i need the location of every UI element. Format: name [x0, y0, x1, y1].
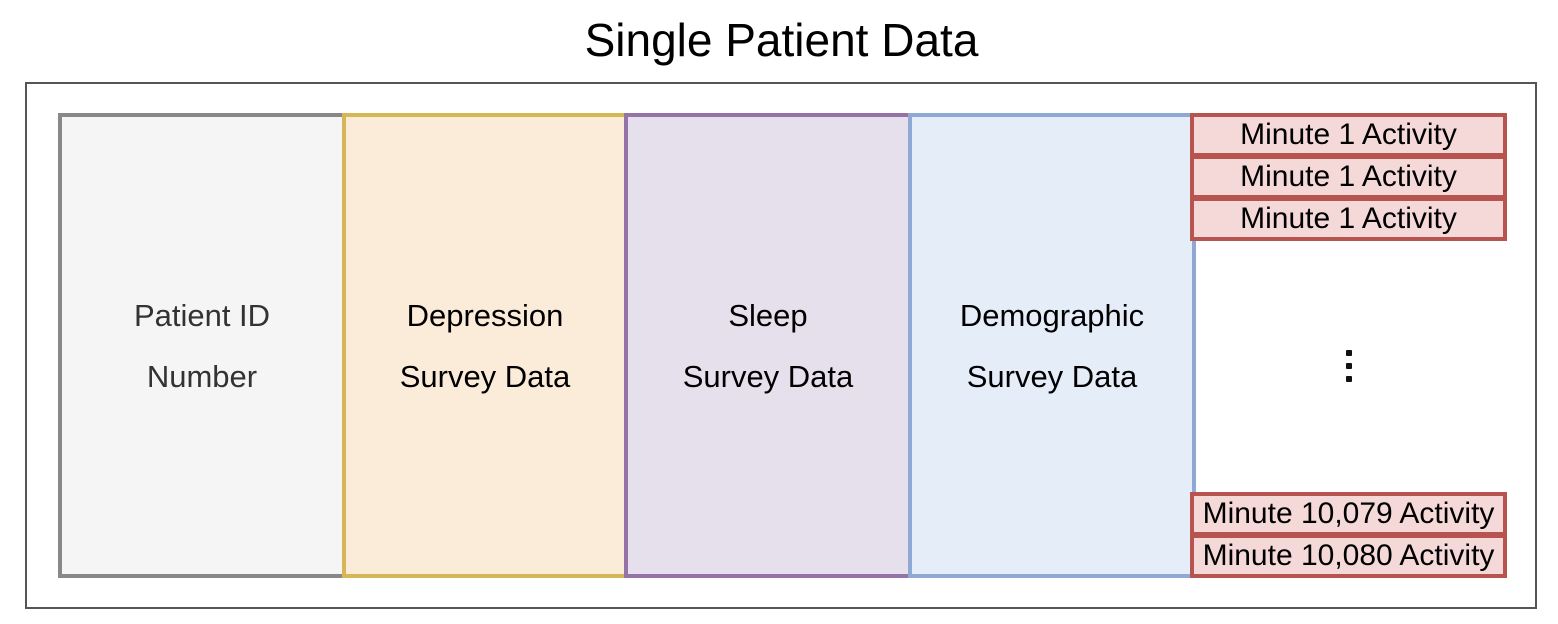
activity-cell: Minute 1 Activity — [1190, 113, 1507, 157]
activity-cell: Minute 10,079 Activity — [1190, 492, 1507, 536]
patient-id-label-line2: Number — [146, 358, 258, 394]
depression-label-line1: Depression — [406, 297, 564, 333]
sleep-survey-column: Sleep Survey Data — [624, 113, 912, 578]
vertical-ellipsis-icon — [1190, 336, 1507, 396]
demographic-label-line2: Survey Data — [966, 358, 1138, 394]
diagram-title: Single Patient Data — [584, 14, 979, 66]
depression-label-line2: Survey Data — [399, 358, 571, 394]
patient-id-column: Patient ID Number — [58, 113, 346, 578]
depression-survey-column: Depression Survey Data — [342, 113, 628, 578]
patient-id-label-line1: Patient ID — [133, 297, 271, 333]
activity-cell: Minute 1 Activity — [1190, 197, 1507, 241]
sleep-label-line1: Sleep — [728, 297, 808, 333]
activity-cell: Minute 10,080 Activity — [1190, 534, 1507, 578]
activity-cell: Minute 1 Activity — [1190, 155, 1507, 199]
demographic-label-line1: Demographic — [959, 297, 1145, 333]
patient-record-frame — [25, 82, 1537, 609]
sleep-label-line2: Survey Data — [682, 358, 854, 394]
demographic-survey-column: Demographic Survey Data — [908, 113, 1196, 578]
